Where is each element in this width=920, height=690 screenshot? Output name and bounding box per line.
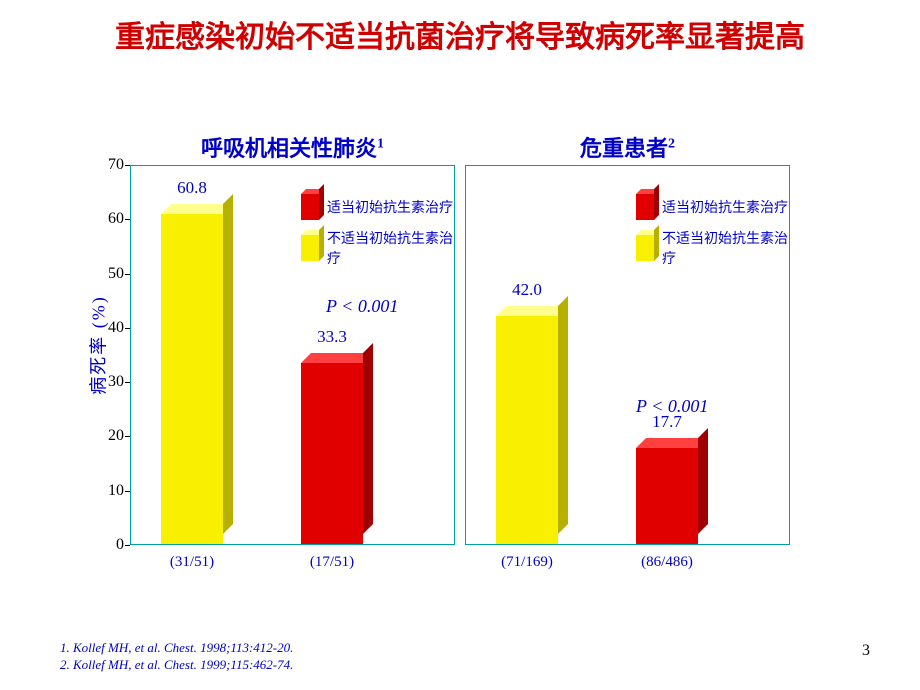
legend: 适当初始抗生素治疗不适当初始抗生素治疗 <box>636 194 789 276</box>
bar: 60.8(31/51) <box>161 214 223 544</box>
charts-row: 010203040506070 呼吸机相关性肺炎160.8(31/51)33.3… <box>60 125 880 585</box>
legend: 适当初始抗生素治疗不适当初始抗生素治疗 <box>301 194 454 276</box>
legend-row: 适当初始抗生素治疗 <box>301 194 454 220</box>
bar-xlabel: (31/51) <box>170 544 214 571</box>
legend-row: 适当初始抗生素治疗 <box>636 194 789 220</box>
panel-frame: 60.8(31/51) 33.3(17/51) 适当初始抗生素治疗不适当初始抗生素治… <box>130 165 455 545</box>
legend-row: 不适当初始抗生素治疗 <box>636 228 789 268</box>
legend-label: 适当初始抗生素治疗 <box>662 197 788 217</box>
y-tick: 60 <box>90 210 130 228</box>
p-value: P < 0.001 <box>326 296 398 317</box>
legend-swatch <box>636 194 654 220</box>
bar: 33.3(17/51) <box>301 363 363 544</box>
y-tick: 40 <box>90 319 130 337</box>
legend-label: 不适当初始抗生素治疗 <box>327 228 454 268</box>
bar-xlabel: (17/51) <box>310 544 354 571</box>
y-tick: 20 <box>90 427 130 445</box>
bar-value: 33.3 <box>317 327 347 347</box>
legend-row: 不适当初始抗生素治疗 <box>301 228 454 268</box>
panel-subtitle: 危重患者2 <box>580 131 675 163</box>
bar-xlabel: (71/169) <box>501 544 553 571</box>
bar: 17.7(86/486) <box>636 448 698 544</box>
y-tick: 70 <box>90 156 130 174</box>
bar: 42.0(71/169) <box>496 316 558 544</box>
citation-line: 2. Kollef MH, et al. Chest. 1999;115:462… <box>60 657 293 674</box>
citations: 1. Kollef MH, et al. Chest. 1998;113:412… <box>60 640 293 674</box>
bar-xlabel: (86/486) <box>641 544 693 571</box>
legend-swatch <box>636 235 654 261</box>
y-tick: 50 <box>90 265 130 283</box>
y-tick: 10 <box>90 482 130 500</box>
legend-swatch <box>301 235 319 261</box>
citation-line: 1. Kollef MH, et al. Chest. 1998;113:412… <box>60 640 293 657</box>
p-value: P < 0.001 <box>636 396 708 417</box>
y-tick: 0 <box>90 536 130 554</box>
panel-subtitle: 呼吸机相关性肺炎1 <box>201 131 384 163</box>
legend-swatch <box>301 194 319 220</box>
y-tick: 30 <box>90 373 130 391</box>
bar-value: 42.0 <box>512 280 542 300</box>
legend-label: 不适当初始抗生素治疗 <box>662 228 789 268</box>
panel-frame: 42.0(71/169) 17.7(86/486) 适当初始抗生素治疗不适当初始抗生… <box>465 165 790 545</box>
bar-value: 60.8 <box>177 178 207 198</box>
page-number: 3 <box>862 642 870 660</box>
legend-label: 适当初始抗生素治疗 <box>327 197 453 217</box>
slide-title: 重症感染初始不适当抗菌治疗将导致病死率显著提高 <box>0 0 920 67</box>
